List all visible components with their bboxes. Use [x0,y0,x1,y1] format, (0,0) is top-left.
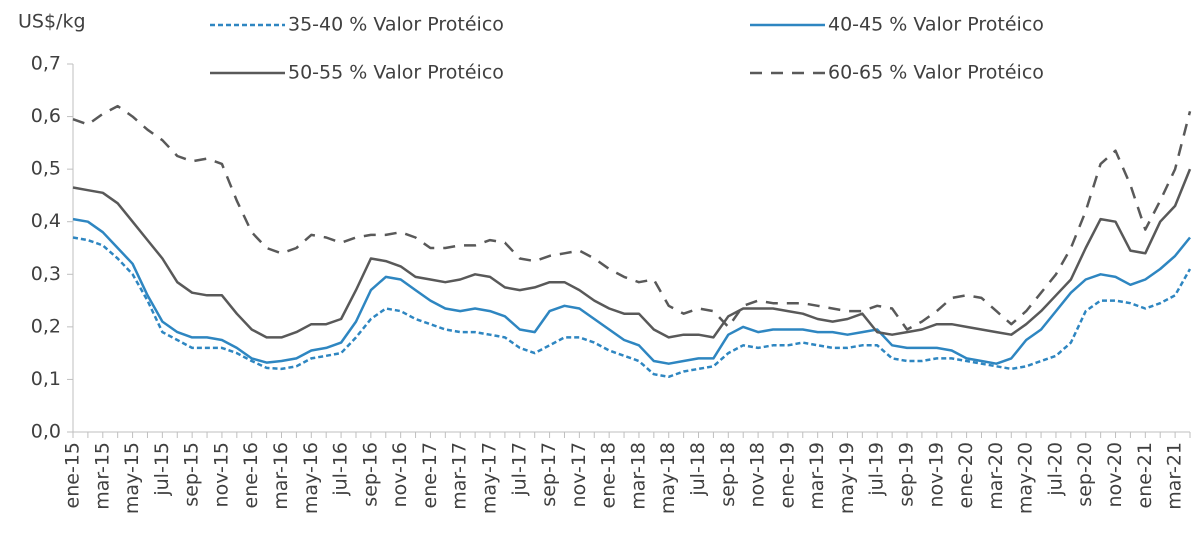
y-axis-label: US$/kg [18,11,86,33]
y-tick-label: 0,4 [31,210,61,232]
series-line [72,168,1192,339]
x-tick-label: jul-20 [1044,442,1066,497]
x-tick-label: may-20 [1015,442,1037,514]
x-tick-label: sep-18 [717,442,739,507]
x-tick-label: mar-21 [1164,442,1186,510]
x-tick-label: may-16 [300,442,322,514]
x-tick-label: sep-20 [1074,442,1096,507]
x-tick-label: mar-17 [449,442,471,510]
x-tick-label: sep-19 [896,442,918,507]
series-line [72,236,1192,379]
x-tick-label: ene-18 [598,442,620,508]
x-tick-label: jul-15 [151,442,173,497]
x-tick-label: mar-19 [806,442,828,510]
x-tick-label: ene-16 [240,442,262,508]
x-tick-label: may-18 [657,442,679,514]
x-tick-label: jul-19 [866,442,888,497]
series-line [72,104,1192,331]
x-tick-label: nov-18 [747,442,769,507]
x-tick-label: nov-15 [210,442,232,507]
x-tick-label: mar-18 [627,442,649,510]
y-tick-label: 0,0 [31,421,61,443]
legend-label: 40-45 % Valor Protéico [828,14,1044,36]
x-tick-label: nov-16 [389,442,411,507]
x-tick-label: sep-16 [359,442,381,507]
x-tick-label: jul-17 [508,442,530,497]
series-line [72,217,1191,365]
y-tick-label: 0,2 [31,315,61,337]
y-tick-label: 0,3 [31,263,61,285]
x-tick-label: nov-19 [925,442,947,507]
x-tick-label: jul-18 [687,442,709,497]
x-tick-label: ene-19 [776,442,798,508]
legend-label: 50-55 % Valor Protéico [288,62,504,84]
x-tick-label: sep-17 [538,442,560,507]
y-tick-label: 0,5 [31,158,61,180]
x-tick-label: ene-21 [1134,442,1156,508]
x-tick-label: ene-20 [955,442,977,508]
x-tick-label: may-19 [836,442,858,514]
x-tick-label: sep-15 [181,442,203,507]
x-tick-label: mar-20 [985,442,1007,510]
legend-label: 35-40 % Valor Protéico [288,14,504,36]
x-tick-label: may-17 [479,442,501,514]
x-tick-label: ene-17 [419,442,441,508]
x-tick-label: nov-17 [568,442,590,507]
legend-label: 60-65 % Valor Protéico [828,62,1044,84]
x-tick-label: mar-15 [91,442,113,510]
x-tick-label: may-15 [121,442,143,514]
x-tick-label: mar-16 [270,442,292,510]
y-tick-label: 0,6 [31,105,61,127]
x-tick-label: ene-15 [62,442,84,508]
x-tick-label: nov-20 [1104,442,1126,507]
x-tick-label: jul-16 [330,442,352,497]
y-tick-label: 0,7 [31,53,61,75]
y-tick-label: 0,1 [31,368,61,390]
